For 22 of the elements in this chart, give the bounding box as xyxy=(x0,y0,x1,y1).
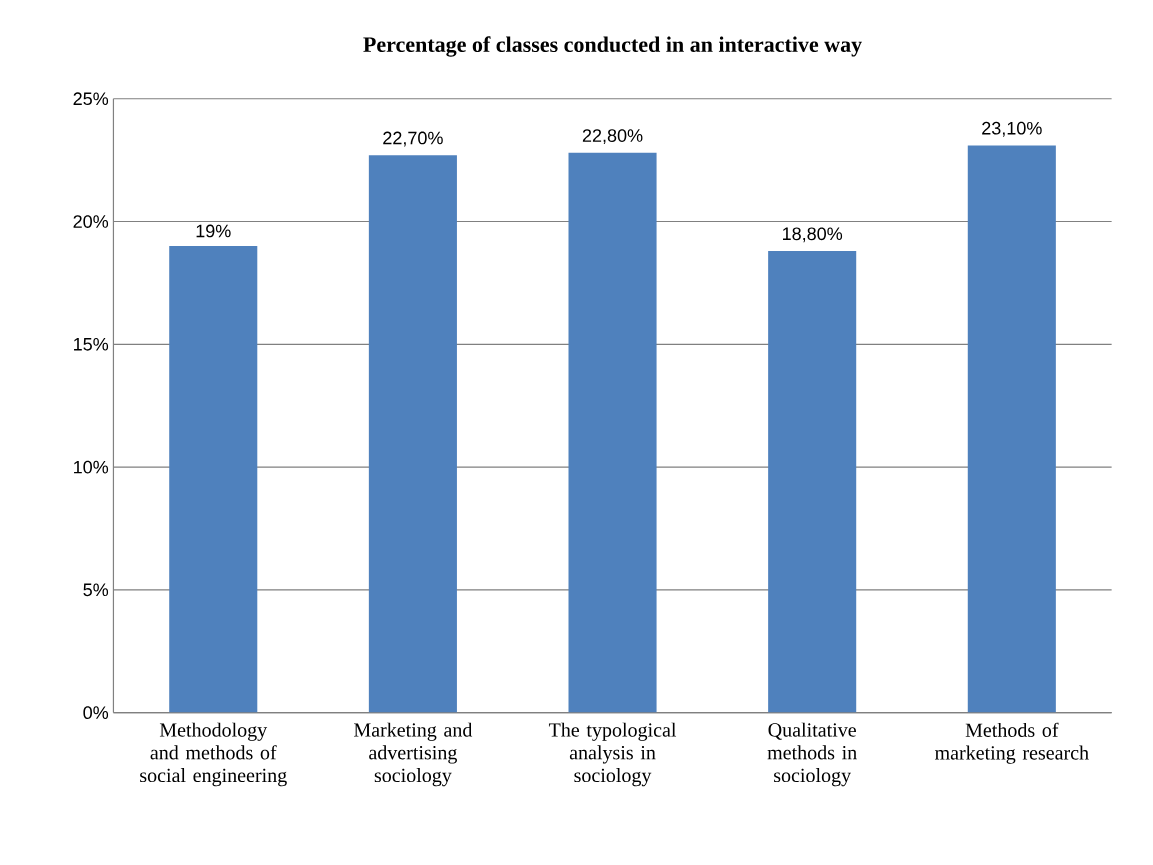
x-tick-label: Methodology and methods of social engineering xyxy=(140,722,287,787)
y-tick-label: 20% xyxy=(73,215,109,229)
bar xyxy=(568,152,657,713)
y-tick-label: 0% xyxy=(83,706,109,720)
data-label: 22,70% xyxy=(383,131,443,147)
bar xyxy=(768,251,857,713)
x-tick-label: Qualitative methods in sociology xyxy=(767,722,857,787)
y-tick-label: 5% xyxy=(83,583,109,597)
y-tick-label: 15% xyxy=(74,338,109,351)
bar xyxy=(368,155,457,713)
y-tick-label: 10% xyxy=(74,460,109,474)
data-label: 22,80% xyxy=(582,129,643,145)
bar xyxy=(169,246,258,713)
data-label: 23,10% xyxy=(982,121,1042,137)
data-label: 18,80% xyxy=(783,227,843,243)
x-tick-label: The typological analysis in sociology xyxy=(548,722,677,787)
chart-title: Percentage of classes conducted in an interactive way xyxy=(363,36,862,57)
y-tick-label: 25% xyxy=(73,92,109,106)
x-tick-label: Methods of marketing research xyxy=(934,722,1089,764)
x-tick-label: Marketing and advertising sociology xyxy=(354,722,473,787)
data-label: 19% xyxy=(196,224,231,238)
bar xyxy=(967,145,1056,713)
